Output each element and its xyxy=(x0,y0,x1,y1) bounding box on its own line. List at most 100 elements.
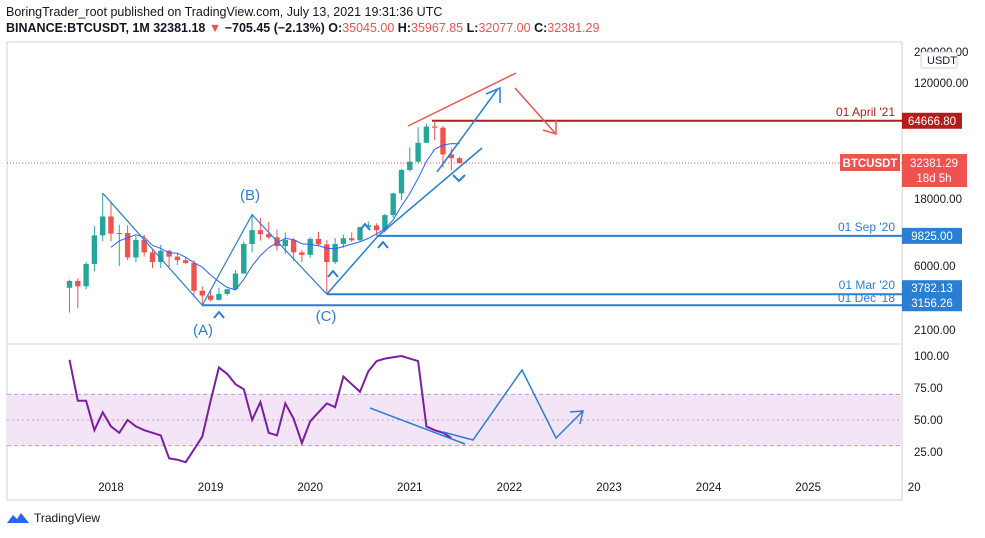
high-value: 35967.85 xyxy=(411,21,464,35)
candle-body xyxy=(324,244,330,263)
symbol-tag-text: BTCUSDT xyxy=(843,158,898,170)
candle-body xyxy=(456,158,463,164)
open-label: O: xyxy=(328,21,343,35)
currency-box xyxy=(920,51,958,69)
rsi-line xyxy=(68,354,452,464)
candle-body xyxy=(241,244,247,274)
candle-body xyxy=(75,280,81,287)
up-chevron-icon xyxy=(213,310,225,319)
rsi-divergence-line xyxy=(369,407,466,445)
candle-body xyxy=(166,250,172,257)
level-price-tag-text: 9825.00 xyxy=(911,231,953,243)
time-axis-tick: 2023 xyxy=(596,482,622,494)
symbol-label[interactable]: BINANCE:BTCUSDT, 1M xyxy=(6,21,150,35)
candle-body xyxy=(66,280,73,288)
candle-body xyxy=(340,238,347,245)
candle-body xyxy=(448,154,454,159)
time-axis-tick: 2025 xyxy=(795,482,821,494)
candle-body xyxy=(232,273,239,290)
candle-body xyxy=(373,225,380,231)
candle-body xyxy=(100,216,106,236)
current-price-tag-value: 32381.29 xyxy=(910,158,958,170)
rsi-axis-tick: 50.00 xyxy=(914,415,943,427)
candle-body xyxy=(207,295,214,300)
rsi-arrowhead-icon xyxy=(569,410,584,425)
level-price-tag-text: 3156.26 xyxy=(911,298,953,310)
candle-body xyxy=(174,256,181,261)
horizontal-level-label: 01 Sep '20 xyxy=(838,220,895,234)
candle-body xyxy=(133,239,139,258)
current-price-tag xyxy=(902,154,967,188)
candle-body xyxy=(365,225,371,228)
tradingview-logo-icon xyxy=(7,513,29,523)
candle-body xyxy=(199,290,205,296)
candle-body xyxy=(349,238,355,241)
rsi-axis-tick: 75.00 xyxy=(914,383,943,395)
wave-label-a: (A) xyxy=(193,322,213,339)
price-axis-tick: 18000.00 xyxy=(914,194,962,206)
up-chevron-icon xyxy=(327,269,339,278)
level-price-tag xyxy=(902,112,962,129)
change-arrow-icon: ▼ xyxy=(208,21,222,35)
red-projection-line xyxy=(514,87,556,134)
candle-body xyxy=(290,239,297,253)
candle-body xyxy=(257,230,264,235)
publisher-line: BoringTrader_root published on TradingVi… xyxy=(6,5,443,19)
blue-projection-line xyxy=(436,89,498,173)
candle-body xyxy=(216,293,222,300)
symbol-tag xyxy=(840,154,900,172)
candle-body xyxy=(91,235,98,264)
red-resistance-line xyxy=(407,72,517,127)
rsi-axis-tick: 100.00 xyxy=(914,351,949,363)
candle-body xyxy=(423,126,430,143)
horizontal-level-label: 01 Dec '18 xyxy=(838,291,895,305)
level-price-tag xyxy=(902,280,962,297)
candle-body xyxy=(432,126,438,128)
close-label: C: xyxy=(534,21,548,35)
candle-body xyxy=(398,169,405,194)
down-chevron-icon xyxy=(452,174,466,183)
candle-body xyxy=(108,216,114,234)
blue-support-line xyxy=(377,147,483,237)
horizontal-level-label: 01 April '21 xyxy=(836,105,895,119)
candle-body xyxy=(282,239,288,247)
change-value: −705.45 (−2.13%) xyxy=(224,21,325,35)
tradingview-brand[interactable]: TradingView xyxy=(34,511,101,525)
time-axis-tick: 2022 xyxy=(497,482,523,494)
candle-body xyxy=(249,230,255,245)
level-price-tag-text: 3782.13 xyxy=(911,283,953,295)
symbol-ohlc-line: BINANCE:BTCUSDT, 1M 32381.18 ▼ −705.45 (… xyxy=(6,20,599,36)
price-axis-tick: 2100.00 xyxy=(914,325,956,337)
candle-body xyxy=(390,193,396,216)
chart-frame xyxy=(6,41,903,501)
level-price-tag xyxy=(902,295,962,312)
candle-body xyxy=(158,250,164,263)
tradingview-footer: TradingView xyxy=(6,511,100,525)
candle-body xyxy=(224,289,230,294)
up-chevron-icon xyxy=(359,222,371,231)
close-value: 32381.29 xyxy=(547,21,600,35)
candle-body xyxy=(266,234,272,238)
level-price-tag-text: 64666.80 xyxy=(908,116,956,128)
low-label: L: xyxy=(466,21,479,35)
time-axis-tick: 2019 xyxy=(198,482,224,494)
rsi-projection-line xyxy=(442,368,584,441)
candle-body xyxy=(332,244,338,263)
open-value: 35045.00 xyxy=(342,21,395,35)
currency-label: USDT xyxy=(927,55,957,67)
blue-arrowhead-icon xyxy=(485,86,501,103)
price-axis-tick: 120000.00 xyxy=(914,78,968,90)
time-axis-tick: 2020 xyxy=(297,482,323,494)
abc-wave-line xyxy=(102,192,328,307)
time-axis-tick: 2024 xyxy=(696,482,722,494)
candle-body xyxy=(183,260,189,264)
level-price-tag xyxy=(902,227,962,244)
horizontal-level-label: 01 Mar '20 xyxy=(839,278,896,292)
blue-trend-line xyxy=(326,235,379,295)
candle-body xyxy=(124,232,131,258)
candle-body xyxy=(83,263,89,287)
candle-body xyxy=(149,252,156,263)
candle-body xyxy=(141,239,147,253)
candle-body xyxy=(357,227,363,241)
